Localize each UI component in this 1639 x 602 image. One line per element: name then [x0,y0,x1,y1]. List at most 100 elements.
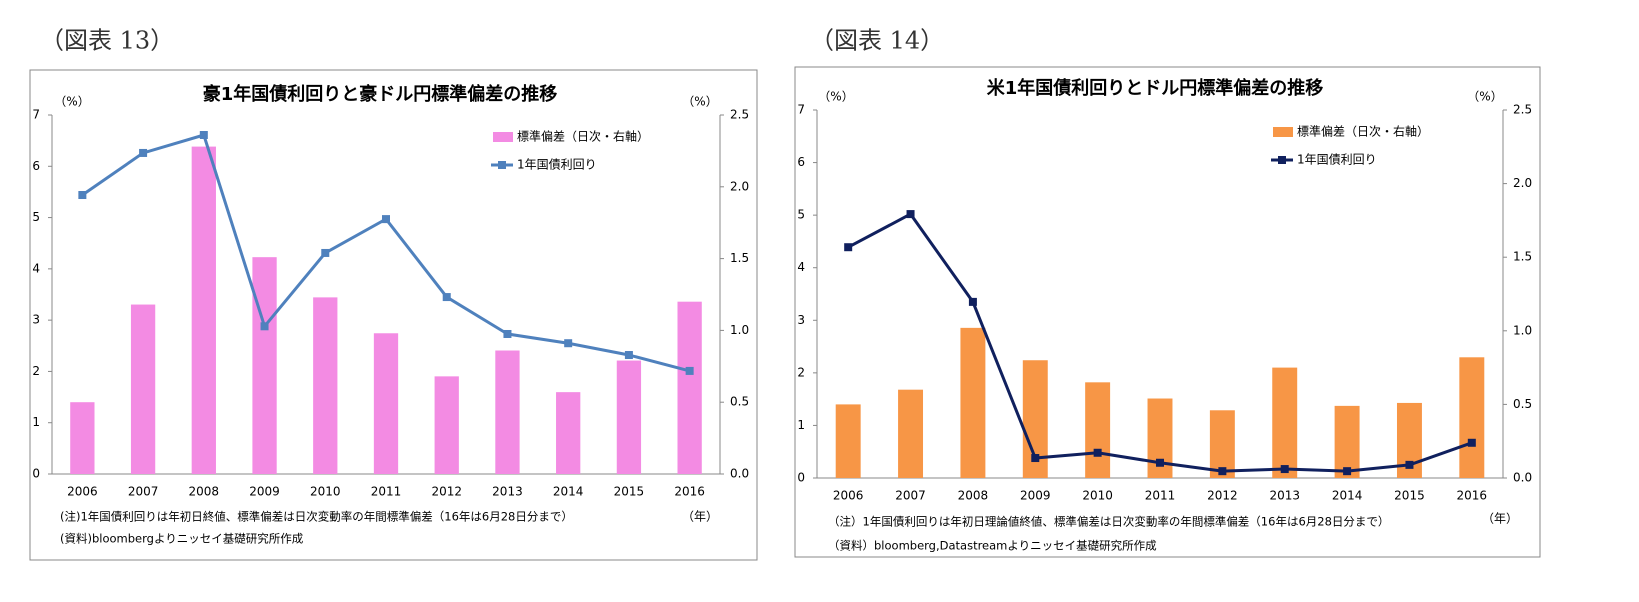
y-tick-label: 6 [797,155,805,169]
bar [556,392,581,474]
figure-label: （図表 14） [810,27,944,55]
bar [130,304,156,474]
marker [1467,438,1476,447]
y-tick-label: 5 [797,208,805,222]
y-axis-label: （%） [54,95,89,109]
y-tick-label: 0 [32,467,40,481]
bar [70,402,95,474]
legend-swatch [493,132,513,142]
y2-axis-label: （%） [682,95,717,109]
note: （資料）bloomberg,Datastreamよりニッセイ基礎研究所作成 [828,539,1157,553]
marker [321,248,330,257]
bar [835,404,861,478]
x-tick-label: 2011 [371,485,402,499]
marker [1405,460,1414,469]
x-tick-label: 2008 [958,489,989,503]
x-tick-label: 2016 [1457,489,1488,503]
marker [1031,454,1040,463]
y-tick-label: 4 [797,260,805,274]
marker [906,210,915,219]
marker [1280,465,1289,474]
bar [434,376,459,474]
y2-tick-label: 2.5 [1513,103,1532,117]
y-tick-label: 2 [797,365,805,379]
legend-label: 1年国債利回り [517,157,597,172]
x-tick-label: 2006 [833,489,864,503]
bar [898,389,924,478]
x-axis-label: （年） [682,510,718,524]
x-tick-label: 2009 [249,485,280,499]
y2-tick-label: 0.0 [1513,471,1532,485]
y-tick-label: 6 [32,159,40,173]
y2-axis-label: （%） [1467,90,1502,104]
marker [564,339,573,348]
x-tick-label: 2012 [431,485,462,499]
x-tick-label: 2015 [614,485,645,499]
x-tick-label: 2009 [1020,489,1051,503]
y-tick-label: 7 [32,108,40,122]
x-tick-label: 2014 [1332,489,1363,503]
marker [685,366,694,375]
y2-tick-label: 1.5 [1513,250,1532,264]
note: (注)1年国債利回りは年初日終値、標準偏差は日次変動率の年間標準偏差（16年は6… [60,510,573,524]
marker [1343,467,1352,476]
y2-tick-label: 2.0 [730,179,749,193]
marker [968,297,977,306]
marker [1218,467,1227,476]
x-tick-label: 2013 [1269,489,1300,503]
y-tick-label: 5 [32,210,40,224]
marker [139,148,148,157]
figure-label: （図表 13） [40,27,174,55]
legend-label: 標準偏差（日次・右軸） [517,129,649,144]
y2-tick-label: 0.5 [730,395,749,409]
x-tick-label: 2011 [1145,489,1176,503]
marker [1156,458,1164,467]
legend-label: 標準偏差（日次・右軸） [1297,124,1429,139]
bar [191,146,216,475]
y2-tick-label: 0.0 [730,467,749,481]
x-tick-label: 2010 [1082,489,1113,503]
marker [382,215,390,224]
legend-swatch [1278,156,1286,164]
marker [442,293,451,302]
note: （注）1年国債利回りは年初日理論値終値、標準偏差は日次変動率の年間標準偏差（16… [828,515,1389,529]
marker [844,243,853,252]
bar [1334,405,1360,478]
x-tick-label: 2010 [310,485,341,499]
y-tick-label: 2 [32,364,40,378]
marker [78,191,87,200]
bar [960,327,986,478]
y-tick-label: 7 [797,103,805,117]
y-tick-label: 3 [797,313,805,327]
bar [616,360,642,474]
chart-frame [794,66,1541,558]
y2-tick-label: 2.5 [730,108,749,122]
chart-title: 豪1年国債利回りと豪ドル円標準偏差の推移 [203,83,558,105]
y2-tick-label: 2.0 [1513,176,1532,190]
legend-swatch [498,161,506,169]
y-tick-label: 4 [32,261,40,275]
y-tick-label: 1 [797,418,805,432]
bar [1459,357,1485,478]
x-tick-label: 2008 [189,485,220,499]
x-tick-label: 2013 [492,485,523,499]
marker [260,322,269,331]
y-tick-label: 3 [32,313,40,327]
marker [624,351,633,360]
bar [313,297,338,474]
x-tick-label: 2012 [1207,489,1238,503]
x-tick-label: 2007 [895,489,926,503]
y2-tick-label: 0.5 [1513,397,1532,411]
marker [503,329,512,338]
y-tick-label: 1 [32,415,40,429]
bar [252,257,277,474]
bar [677,301,702,474]
x-tick-label: 2006 [67,485,98,499]
y2-tick-label: 1.0 [1513,323,1532,337]
chart-title: 米1年国債利回りとドル円標準偏差の推移 [987,77,1324,99]
x-tick-label: 2016 [674,485,705,499]
bar [1272,367,1298,478]
marker [1093,448,1102,457]
x-tick-label: 2007 [128,485,159,499]
